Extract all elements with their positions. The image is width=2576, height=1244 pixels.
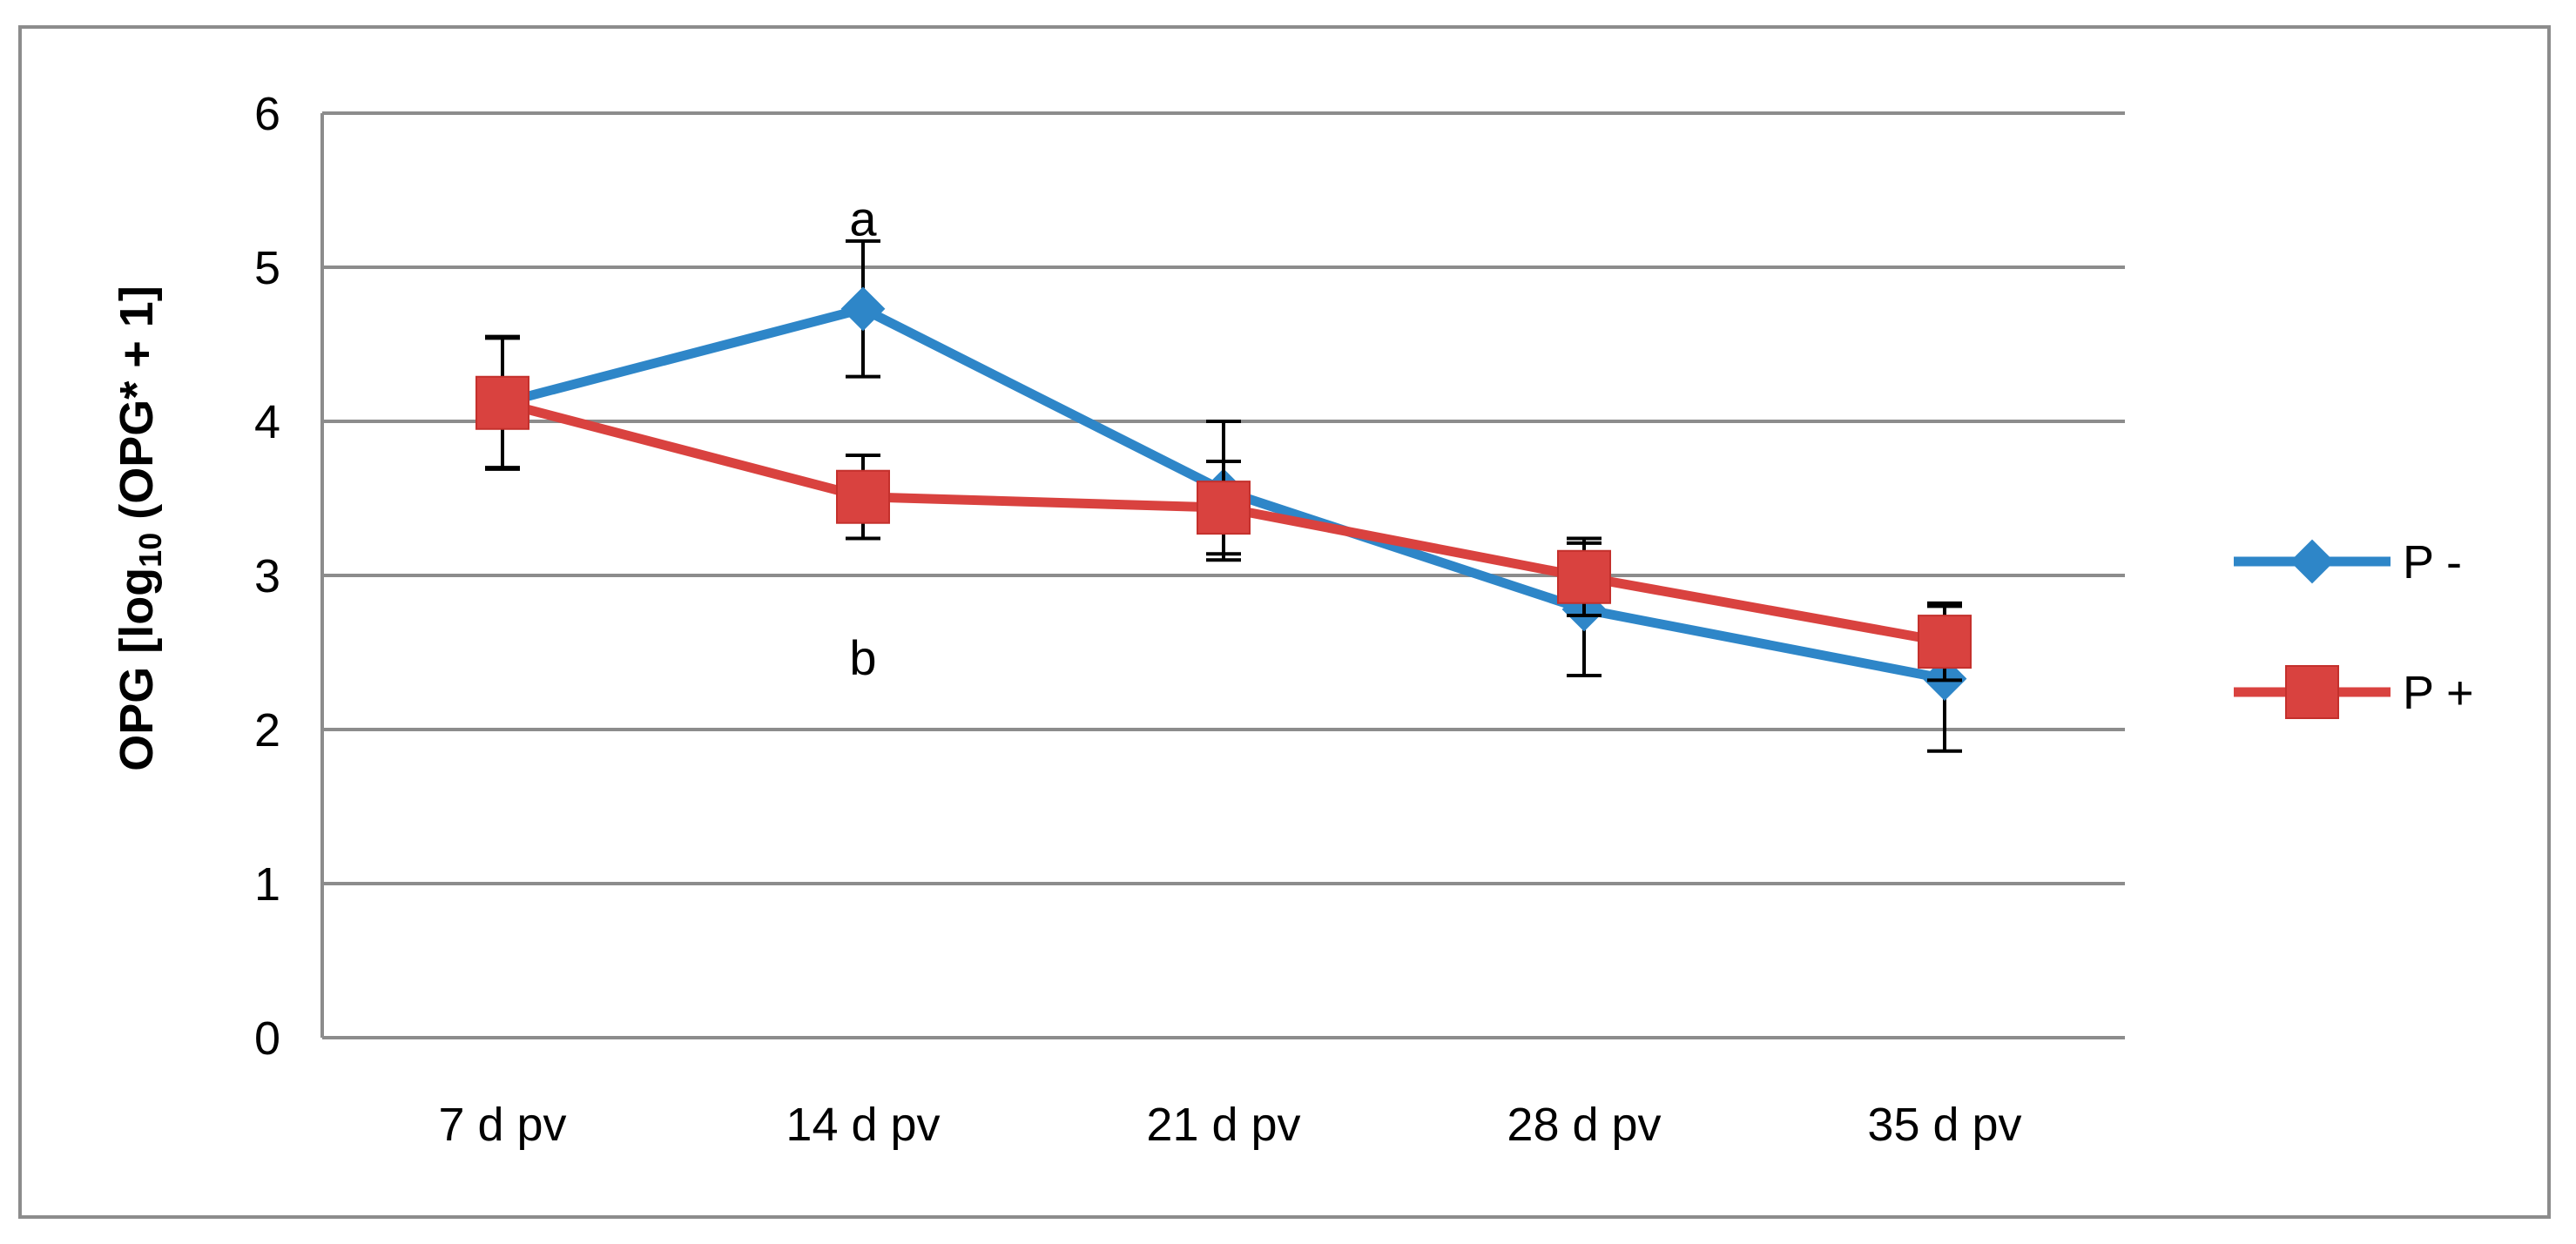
annotations: ab — [849, 191, 877, 684]
axes — [320, 113, 2125, 1039]
x-tick-label: 35 d pv — [1867, 1099, 2021, 1151]
data-point — [475, 375, 529, 430]
legend-marker — [2289, 539, 2335, 584]
y-tick-label: 5 — [254, 242, 280, 294]
y-axis-title-prefix: OPG [log — [111, 568, 163, 771]
series-p-plus — [475, 334, 1972, 683]
x-tick-label: 14 d pv — [786, 1099, 940, 1151]
legend-label: P + — [2403, 667, 2474, 719]
data-point — [836, 469, 890, 524]
data-point — [840, 286, 886, 332]
annotation-label: b — [849, 630, 876, 685]
chart-frame: 0 1 2 3 4 5 6 7 d pv 14 d pv 21 d pv 28 d pv 35 d … — [18, 25, 2551, 1219]
legend-label: P - — [2403, 536, 2462, 588]
legend-marker — [2285, 665, 2339, 719]
y-tick-label: 6 — [254, 88, 280, 140]
x-tick-label: 7 d pv — [438, 1099, 566, 1151]
y-axis-title: OPG [log10 (OPG* + 1] — [111, 286, 168, 771]
legend-entry: P + — [2234, 665, 2474, 719]
chart-svg: 0 1 2 3 4 5 6 7 d pv 14 d pv 21 d pv 28 d pv 35 d … — [111, 88, 2474, 1151]
x-tick-label: 28 d pv — [1507, 1099, 1661, 1151]
gridlines — [322, 111, 2125, 885]
data-point — [1918, 615, 1972, 669]
legend: P - P + — [2234, 536, 2474, 719]
y-tick-label: 2 — [254, 704, 280, 756]
legend-entry: P - — [2234, 536, 2462, 588]
x-tick-labels: 7 d pv 14 d pv 21 d pv 28 d pv 35 d pv — [438, 1099, 2021, 1151]
y-axis-title-subscript: 10 — [132, 533, 168, 568]
data-point — [1197, 481, 1251, 535]
series — [475, 239, 1972, 753]
y-tick-label: 4 — [254, 396, 280, 448]
y-tick-label: 1 — [254, 858, 280, 911]
y-tick-label: 0 — [254, 1012, 280, 1065]
data-point — [1557, 549, 1611, 604]
y-tick-labels: 0 1 2 3 4 5 6 — [254, 88, 280, 1065]
x-tick-label: 21 d pv — [1146, 1099, 1300, 1151]
y-axis-title-group: OPG [log10 (OPG* + 1] — [111, 286, 168, 771]
annotation-label: a — [849, 191, 877, 245]
y-tick-label: 3 — [254, 550, 280, 602]
y-axis-title-suffix: (OPG* + 1] — [111, 286, 163, 533]
